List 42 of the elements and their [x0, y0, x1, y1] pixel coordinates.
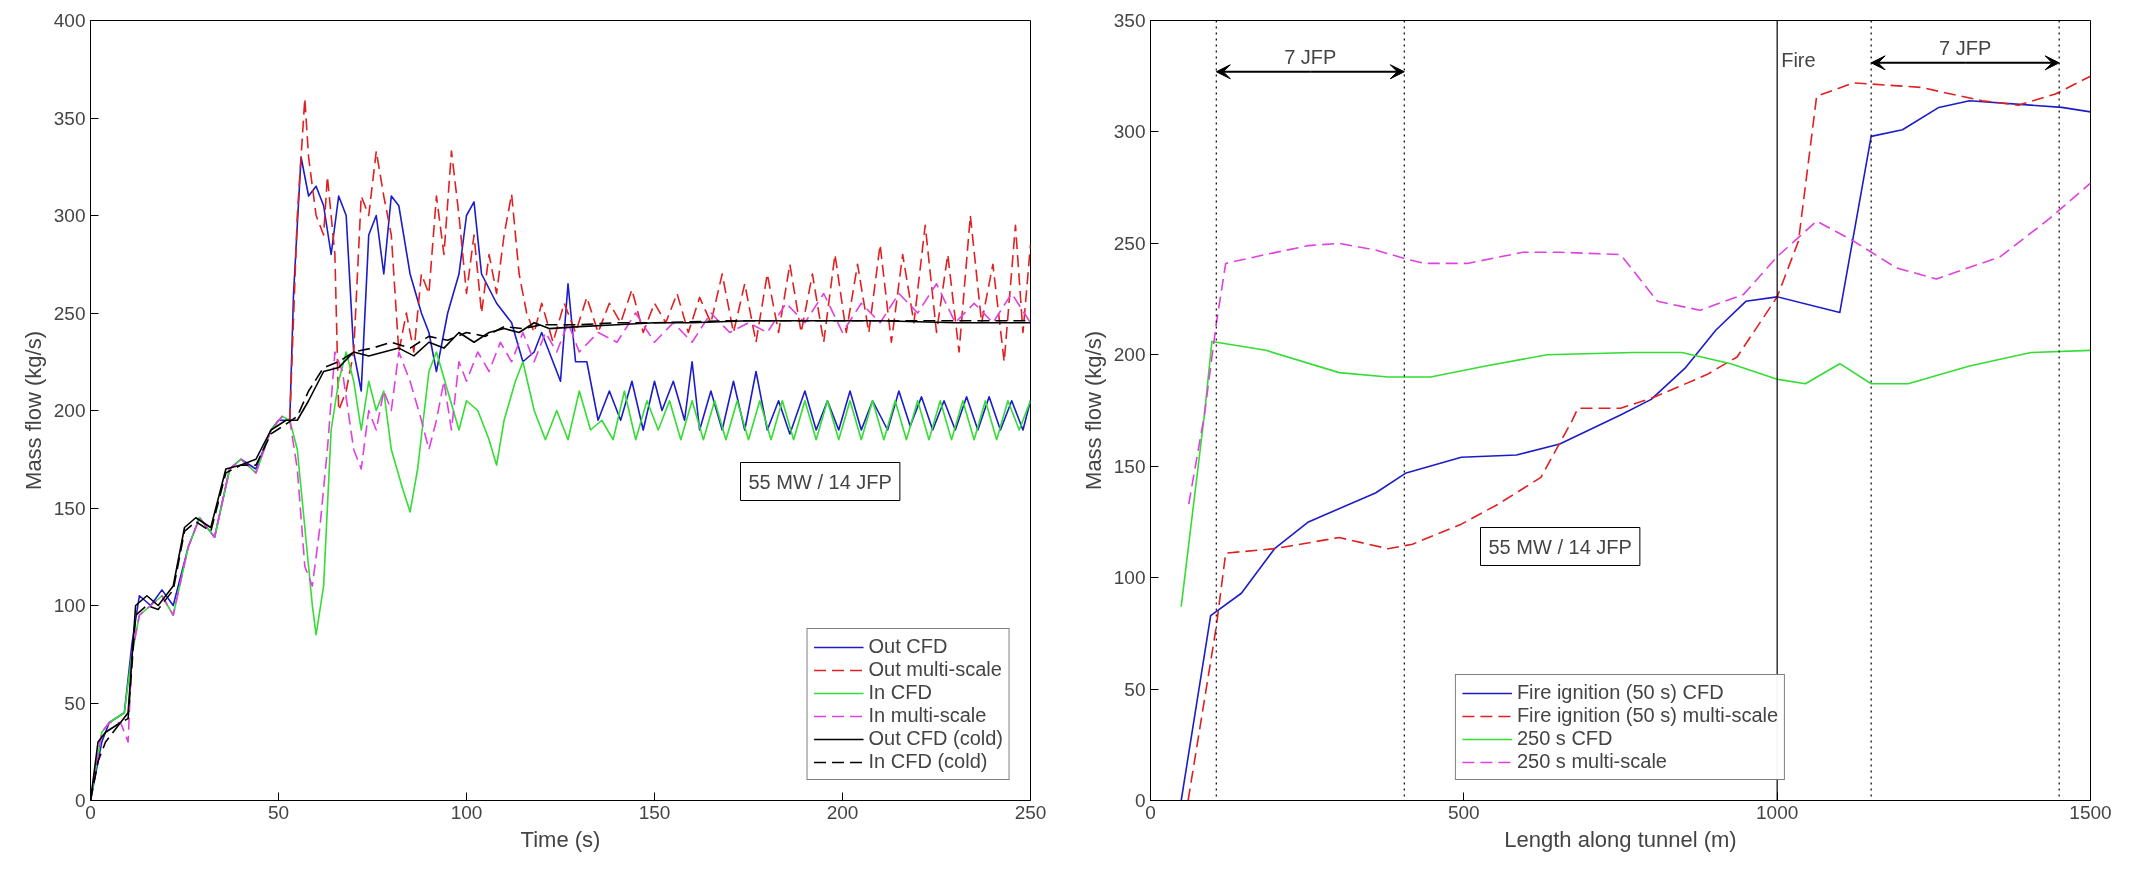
x-tick-label: 500 [1447, 801, 1480, 823]
legend-label: In CFD [868, 681, 932, 704]
annotation: 7 JFP [1284, 45, 1337, 68]
legend-label: Out CFD [868, 635, 948, 658]
y-tick-label: 150 [53, 497, 86, 519]
y-tick-label: 200 [53, 400, 86, 421]
x-tick-label: 150 [638, 801, 671, 823]
legend-label: 250 s CFD [1516, 727, 1613, 750]
y-tick-label: 150 [1113, 455, 1146, 477]
x-tick-label: 1500 [2069, 801, 2112, 823]
y-tick-label: 400 [53, 10, 86, 31]
legend-label: In multi-scale [868, 704, 987, 727]
y-axis-title: Mass flow (kg/s) [20, 331, 46, 490]
legend-label: Fire ignition (50 s) CFD [1516, 681, 1724, 704]
x-tick-label: 250 [1014, 801, 1047, 823]
y-axis-title: Mass flow (kg/s) [1080, 331, 1106, 490]
y-tick-label: 350 [1113, 10, 1146, 31]
legend-label: Out CFD (cold) [868, 727, 1003, 750]
y-tick-label: 100 [1113, 567, 1146, 589]
legend-label: 250 s multi-scale [1516, 750, 1667, 773]
y-tick-label: 300 [53, 205, 86, 226]
annotation: 55 MW / 14 JFP [748, 470, 892, 493]
y-tick-label: 100 [53, 595, 86, 616]
x-tick-label: 1000 [1756, 801, 1799, 823]
y-tick-label: 300 [1113, 121, 1146, 143]
y-tick-label: 50 [64, 692, 86, 714]
x-tick-label: 50 [267, 801, 290, 823]
y-tick-label: 350 [53, 107, 86, 129]
legend-label: Out multi-scale [868, 658, 1002, 681]
y-tick-label: 250 [53, 302, 86, 324]
y-tick-label: 250 [1113, 232, 1146, 254]
legend-label: In CFD (cold) [868, 750, 988, 773]
x-tick-label: 100 [450, 801, 483, 823]
annotation: 55 MW / 14 JFP [1488, 535, 1632, 558]
x-tick-label: 200 [826, 801, 859, 823]
legend-label: Fire ignition (50 s) multi-scale [1516, 704, 1779, 727]
y-tick-label: 200 [1113, 344, 1146, 366]
annotation: 7 JFP [1939, 36, 1992, 59]
y-tick-label: 50 [1124, 678, 1146, 700]
x-axis-title: Length along tunnel (m) [1504, 826, 1737, 852]
ref-line-label: Fire [1781, 48, 1816, 71]
x-axis-title: Time (s) [520, 826, 601, 852]
